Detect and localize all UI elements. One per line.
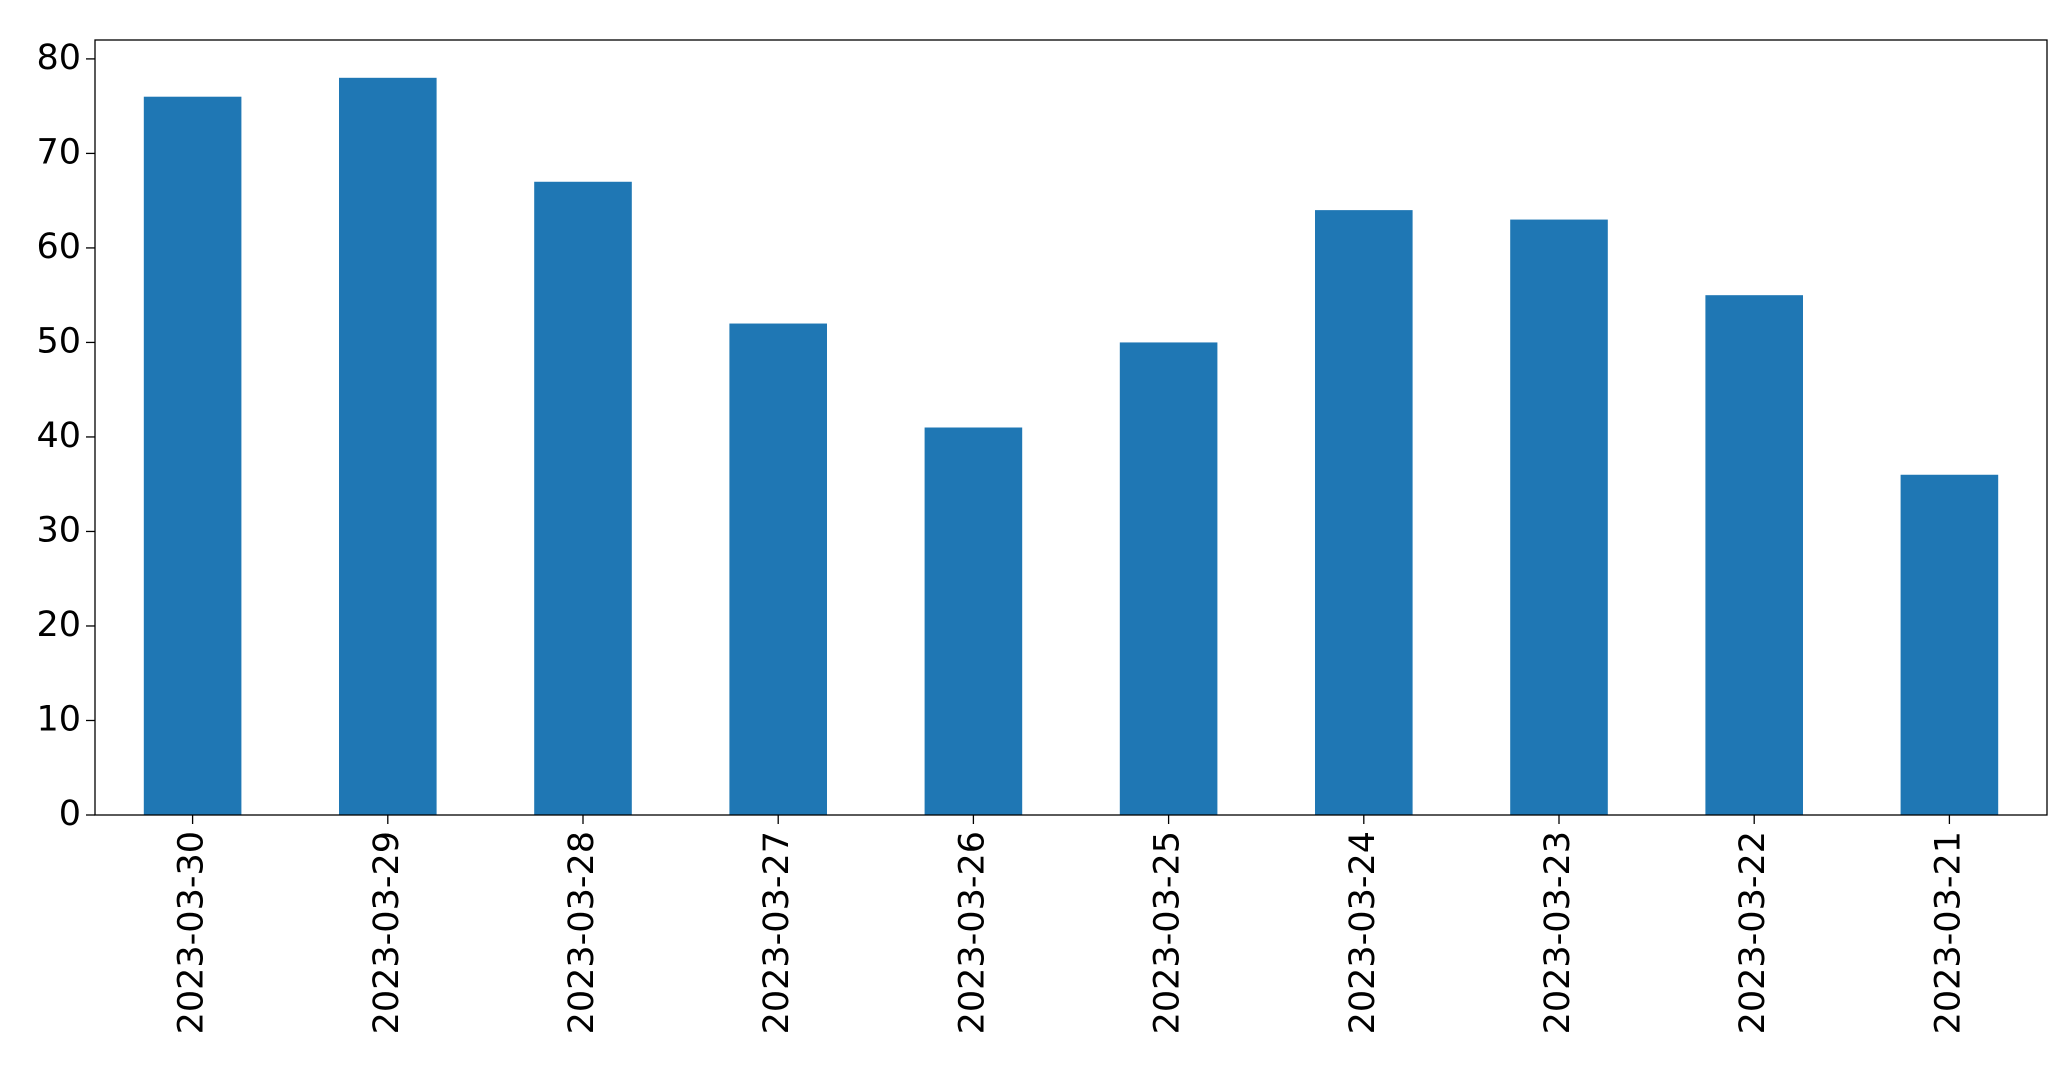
x-tick-label: 2023-03-23 (1538, 831, 1578, 1034)
bar (1900, 474, 1999, 815)
x-tick-label: 2023-03-26 (952, 831, 992, 1034)
x-tick-label: 2023-03-22 (1733, 831, 1773, 1034)
x-tick-label: 2023-03-24 (1343, 831, 1383, 1034)
y-tick-label: 70 (36, 132, 81, 172)
bar (729, 323, 827, 815)
y-tick-label: 40 (36, 416, 81, 456)
y-tick-label: 80 (36, 38, 81, 78)
plot-frame (94, 39, 2048, 816)
x-tick-label: 2023-03-25 (1148, 831, 1188, 1034)
x-tick-label: 2023-03-29 (367, 831, 407, 1034)
y-tick-label: 50 (36, 321, 81, 361)
y-tick-label: 20 (36, 605, 81, 645)
bar (924, 427, 1023, 815)
x-tick-label: 2023-03-27 (757, 831, 797, 1034)
bar (534, 181, 632, 815)
x-tick-label: 2023-03-30 (172, 831, 212, 1034)
y-tick-label: 0 (59, 794, 81, 834)
y-tick-label: 30 (36, 510, 81, 550)
x-tick-label: 2023-03-28 (562, 831, 602, 1034)
bar (339, 77, 437, 816)
x-tick-label: 2023-03-21 (1928, 831, 1968, 1034)
bar (1705, 295, 1803, 815)
bar (1119, 342, 1218, 815)
plot (143, 77, 1999, 816)
bar (1510, 219, 1608, 815)
bar (143, 96, 242, 815)
y-tick-label: 10 (36, 699, 81, 739)
y-tick-label: 60 (36, 227, 81, 267)
bar (1315, 210, 1413, 815)
